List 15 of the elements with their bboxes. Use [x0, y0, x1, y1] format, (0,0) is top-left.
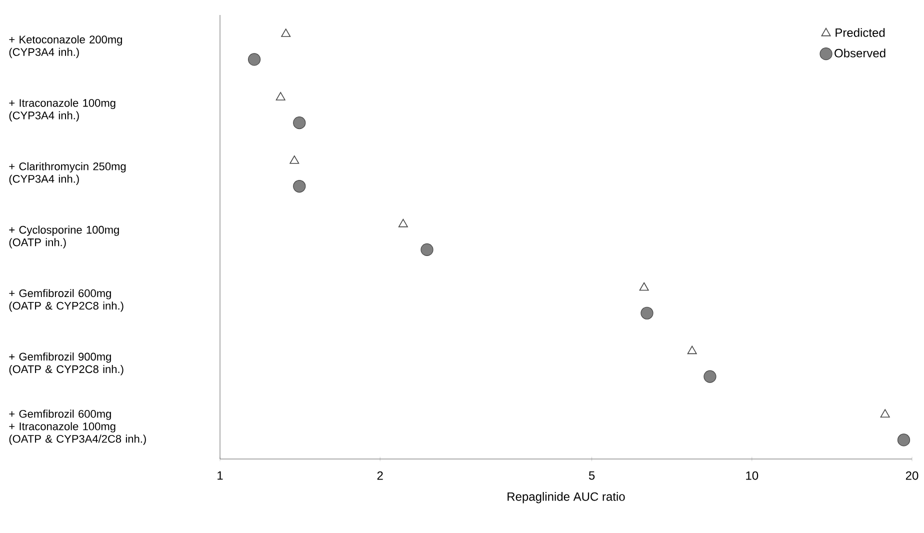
- x-axis-title: Repaglinide AUC ratio: [508, 492, 625, 504]
- y-tick-label: + Clarithromycin 250mg (CYP3A4 inh.): [9, 162, 126, 185]
- y-tick-label: + Cyclosporine 100mg (OATP inh.): [9, 226, 119, 248]
- x-tick-label: 10: [746, 471, 758, 480]
- x-tick-label: 20: [906, 471, 918, 480]
- y-tick-label: + Gemfibrozil 600mg (OATP & CYP2C8 inh.): [9, 289, 124, 312]
- y-tick-label: + Gemfibrozil 900mg (OATP & CYP2C8 inh.): [9, 352, 124, 376]
- y-tick-label: + Itraconazole 100mg (CYP3A4 inh.): [9, 98, 116, 122]
- legend-label: Observed: [834, 48, 886, 58]
- x-tick-label: 1: [218, 471, 223, 480]
- x-tick-label: 2: [377, 471, 383, 480]
- y-tick-label: + Ketoconazole 200mg (CYP3A4 inh.): [9, 35, 122, 58]
- y-tick-label: + Gemfibrozil 600mg + Itraconazole 100mg (OATP & CYP3A4/2C8 inh.): [9, 410, 146, 445]
- legend-label: Predicted: [836, 28, 885, 37]
- x-tick-label: 5: [588, 471, 595, 480]
